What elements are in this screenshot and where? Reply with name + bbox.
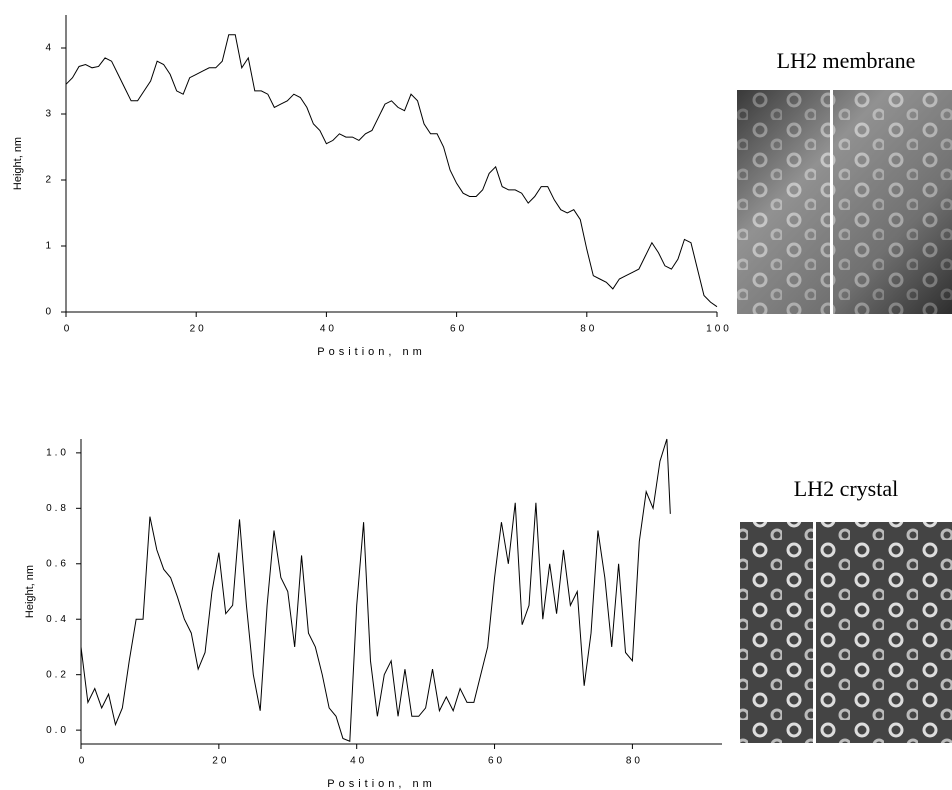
y-tick-label: 1: [45, 241, 54, 252]
x-axis-title: Position, nm: [317, 346, 426, 358]
y-tick-label: 1.0: [46, 448, 69, 459]
x-tick-label: 100: [706, 324, 732, 335]
y-axis-title: Height, nm: [24, 565, 36, 618]
membrane-image: [737, 90, 952, 314]
y-axis-title: Height, nm: [12, 137, 24, 190]
x-tick-label: 80: [580, 324, 597, 335]
y-tick-label: 0: [45, 307, 54, 318]
x-tick-label: 20: [212, 756, 229, 767]
y-tick-label: 0.4: [46, 614, 69, 625]
y-tick-label: 4: [45, 43, 54, 54]
x-tick-label: 60: [450, 324, 467, 335]
x-tick-label: 40: [350, 756, 367, 767]
x-tick-label: 20: [190, 324, 207, 335]
y-tick-label: 0.2: [46, 669, 69, 680]
x-tick-label: 40: [320, 324, 337, 335]
y-tick-label: 0.0: [46, 725, 69, 736]
x-tick-label: 60: [488, 756, 505, 767]
data-line: [65, 34, 718, 308]
y-tick-label: 0.6: [46, 558, 69, 569]
y-tick-label: 2: [45, 175, 54, 186]
data-line: [80, 438, 671, 742]
image-label: LH2 membrane: [777, 48, 916, 73]
x-tick-label: 0: [79, 756, 88, 767]
x-tick-label: 80: [626, 756, 643, 767]
y-tick-label: 3: [45, 109, 54, 120]
x-axis-title: Position, nm: [327, 778, 436, 790]
y-tick-label: 0.8: [46, 503, 69, 514]
x-tick-label: 0: [64, 324, 73, 335]
crystal-image: [740, 522, 952, 743]
image-label: LH2 crystal: [794, 476, 898, 501]
